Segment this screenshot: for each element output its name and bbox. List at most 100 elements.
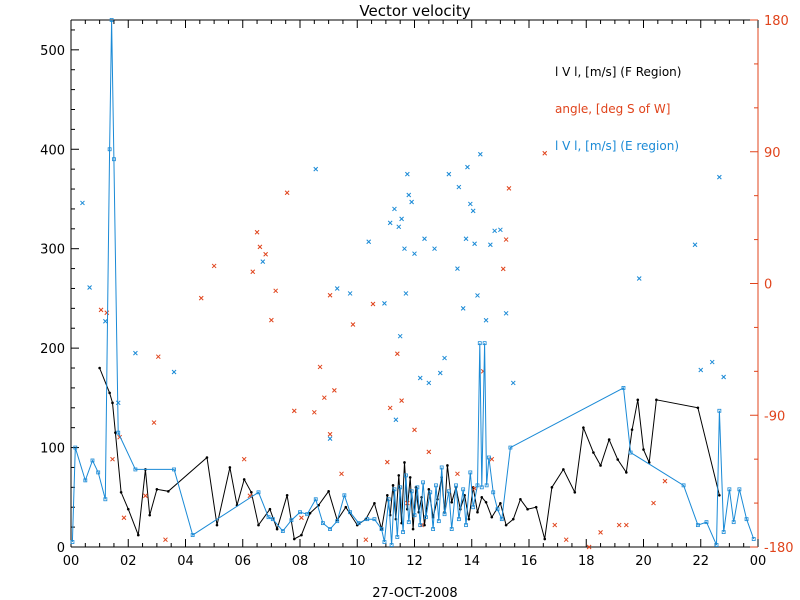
- data-point: [96, 470, 101, 475]
- data-point-stroke: [651, 500, 656, 506]
- data-point-stroke: [506, 185, 512, 191]
- data-point: [339, 471, 344, 477]
- data-point: [721, 374, 727, 380]
- x-axis-label: 27-OCT-2008: [372, 586, 457, 600]
- data-point-stroke: [291, 408, 297, 414]
- data-point-stroke: [299, 515, 304, 521]
- data-point: [280, 529, 285, 533]
- data-point: [148, 513, 152, 517]
- data-point: [426, 449, 432, 455]
- data-point: [439, 465, 444, 470]
- data-point-stroke: [698, 367, 704, 373]
- x-tick-label: 00: [63, 554, 80, 569]
- data-point-stroke: [477, 151, 483, 157]
- data-point-stroke: [171, 369, 177, 375]
- series-layer: [70, 18, 756, 550]
- axes-group: 00 02 04 06 08 10 12 14 16 18 20 22 0001002003004005…: [40, 14, 793, 569]
- data-point: [636, 398, 640, 402]
- data-point: [257, 523, 260, 527]
- data-point-stroke: [394, 351, 400, 357]
- data-point-stroke: [489, 456, 495, 462]
- data-point-stroke: [117, 434, 123, 440]
- data-point-stroke: [467, 201, 473, 207]
- data-point: [696, 406, 700, 410]
- data-point-stroke: [542, 150, 548, 156]
- legend-entry: l V l, [m/s] (F Region): [555, 65, 681, 79]
- data-point: [103, 497, 108, 502]
- data-point: [80, 200, 85, 206]
- x-tick-label: 08: [292, 554, 309, 569]
- data-point-stroke: [399, 398, 404, 403]
- data-point: [511, 517, 515, 521]
- data-point: [717, 174, 722, 180]
- data-point: [399, 398, 404, 403]
- data-point: [387, 405, 393, 411]
- data-point: [327, 431, 333, 437]
- data-point: [455, 266, 460, 271]
- data-point: [463, 236, 469, 242]
- data-point-stroke: [254, 229, 260, 235]
- data-point: [492, 228, 498, 234]
- data-point: [273, 288, 279, 294]
- data-point: [582, 426, 585, 429]
- data-point: [171, 369, 177, 375]
- y2-tick-label: -90: [764, 409, 785, 424]
- data-point: [108, 391, 111, 395]
- data-point: [198, 295, 204, 301]
- data-point: [692, 242, 698, 248]
- data-point-stroke: [263, 251, 269, 257]
- data-point: [480, 495, 484, 499]
- data-point-stroke: [321, 395, 327, 401]
- data-point: [250, 269, 256, 275]
- data-point: [503, 237, 509, 242]
- data-point: [305, 512, 310, 517]
- data-point: [630, 428, 634, 431]
- data-point: [625, 471, 628, 474]
- data-point-stroke: [483, 317, 489, 323]
- data-point-stroke: [437, 370, 443, 376]
- data-point: [695, 523, 700, 528]
- data-point: [73, 445, 78, 450]
- data-point: [415, 485, 420, 490]
- data-point: [348, 510, 352, 515]
- data-point: [133, 350, 138, 356]
- data-point-stroke: [247, 493, 253, 499]
- y2-tick-label: 90: [764, 146, 781, 161]
- data-point: [121, 515, 127, 521]
- data-point: [406, 520, 411, 525]
- data-point-stroke: [460, 306, 466, 311]
- data-point: [737, 487, 742, 492]
- data-point: [477, 341, 482, 346]
- x-tick-label: 12: [406, 554, 423, 569]
- data-point-stroke: [327, 431, 333, 437]
- data-point-stroke: [432, 246, 437, 252]
- series-1: [98, 150, 668, 550]
- series-line: [71, 19, 755, 546]
- data-point: [437, 370, 443, 376]
- data-point: [109, 18, 114, 22]
- data-point: [482, 341, 487, 346]
- data-point: [289, 518, 294, 523]
- data-point: [87, 285, 92, 290]
- data-point: [242, 478, 246, 481]
- data-point-stroke: [366, 239, 372, 245]
- data-point-stroke: [503, 310, 509, 316]
- data-point: [412, 251, 417, 257]
- data-point: [387, 220, 393, 226]
- data-point: [143, 493, 148, 499]
- data-point-stroke: [133, 350, 138, 356]
- data-point: [408, 476, 412, 479]
- data-point-stroke: [510, 380, 516, 386]
- data-point: [552, 522, 558, 528]
- data-point: [344, 505, 348, 509]
- data-point: [424, 515, 428, 520]
- data-point: [382, 540, 387, 544]
- data-point-stroke: [143, 493, 148, 499]
- y2-tick-label: 0: [764, 278, 772, 293]
- data-point: [465, 164, 470, 170]
- data-point: [411, 527, 415, 531]
- data-point: [397, 474, 401, 477]
- data-point-stroke: [334, 286, 340, 291]
- data-point: [384, 459, 390, 465]
- data-point: [205, 456, 209, 459]
